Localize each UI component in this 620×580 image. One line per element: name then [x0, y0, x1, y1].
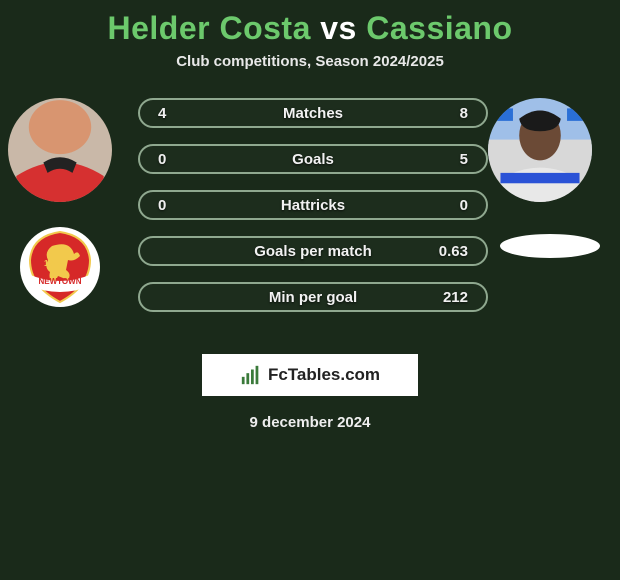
stat-row: 0 Goals 5 [138, 144, 488, 174]
player1-club-badge-svg: 1875 NEWTOWN [10, 226, 110, 308]
stat-right-value: 0.63 [439, 243, 468, 260]
player1-club-badge: 1875 NEWTOWN [10, 226, 110, 308]
stat-right-value: 0 [460, 197, 468, 214]
stat-right-value: 212 [443, 289, 468, 306]
player2-club-badge [500, 234, 600, 258]
title-player1: Helder Costa [107, 10, 310, 46]
stat-label: Min per goal [269, 289, 357, 306]
player2-avatar-svg [488, 98, 592, 202]
player2-avatar [488, 98, 592, 202]
player1-avatar [8, 98, 112, 202]
stat-label: Goals [292, 151, 334, 168]
stat-label: Goals per match [254, 243, 372, 260]
stat-row: Goals per match 0.63 [138, 236, 488, 266]
bar-chart-icon [240, 364, 262, 386]
subtitle: Club competitions, Season 2024/2025 [0, 53, 620, 70]
svg-text:1875: 1875 [44, 259, 62, 268]
stat-row: Min per goal 212 [138, 282, 488, 312]
stat-left-value: 4 [158, 105, 166, 122]
stats-list: 4 Matches 8 0 Goals 5 0 Hattricks 0 Goals per mat… [138, 98, 488, 328]
stat-right-value: 5 [460, 151, 468, 168]
player1-avatar-svg [8, 98, 112, 202]
stat-right-value: 8 [460, 105, 468, 122]
stat-row: 4 Matches 8 [138, 98, 488, 128]
stat-left-value: 0 [158, 151, 166, 168]
comparison-panel: 1875 NEWTOWN 4Matches80Goals50Hattricks0… [0, 98, 620, 338]
title-player2: Cassiano [366, 10, 512, 46]
brand-text: FcTables.com [268, 365, 380, 385]
stat-label: Hattricks [281, 197, 345, 214]
stat-row: 0 Hattricks 0 [138, 190, 488, 220]
title-vs: vs [320, 10, 357, 46]
stat-label: Matches [283, 105, 343, 122]
brand-box: FcTables.com [202, 354, 418, 396]
page-title: Helder Costa vs Cassiano [0, 0, 620, 47]
footer-date: 9 december 2024 [0, 414, 620, 431]
svg-text:NEWTOWN: NEWTOWN [39, 277, 82, 286]
player2-club-badge-svg [500, 234, 600, 258]
stat-left-value: 0 [158, 197, 166, 214]
